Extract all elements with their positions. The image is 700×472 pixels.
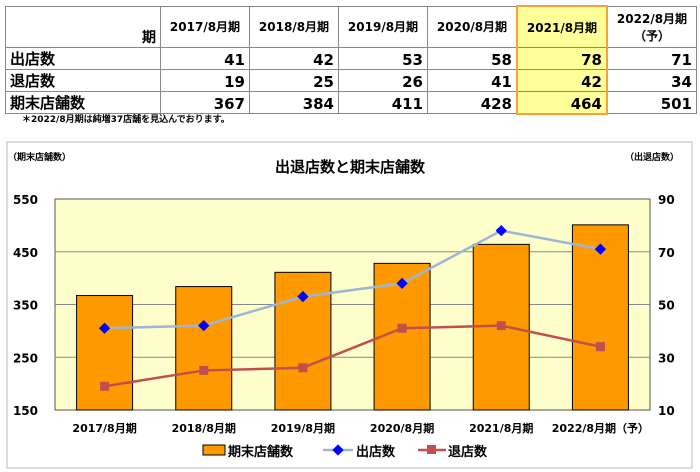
column-header: 2021/8月期 [516, 5, 608, 48]
series-line [104, 324, 601, 388]
legend-label: 期末店舗数 [228, 444, 294, 460]
x-tick-label: 2022/8月期（予） [552, 421, 649, 435]
diamond-marker [396, 277, 408, 290]
y-tick-label: 450 [13, 246, 38, 260]
y-tick-label: 150 [13, 404, 38, 418]
diamond-marker [297, 290, 309, 303]
legend-label: 退店数 [448, 444, 488, 460]
y-axis-label: （期末店舗数） [8, 151, 71, 163]
x-tick-label: 2017/8月期 [72, 421, 136, 435]
table-cell: 34 [606, 69, 697, 92]
legend-square-icon [427, 445, 436, 454]
table-cell: 53 [338, 47, 428, 70]
x-tick-label: 2019/8月期 [271, 421, 335, 435]
diamond-marker [495, 224, 507, 237]
y2-tick-label: 90 [658, 193, 675, 207]
square-marker [199, 365, 209, 375]
square-marker [397, 323, 407, 333]
table-cell: 25 [249, 69, 339, 92]
y2-axis-label: （出退店数） [625, 151, 679, 163]
legend-label: 出店数 [356, 444, 396, 460]
y-tick-label: 350 [13, 299, 38, 313]
square-marker [595, 342, 605, 352]
series-line [104, 229, 601, 330]
y-tick-label: 250 [13, 351, 38, 365]
y2-tick-label: 30 [658, 351, 675, 365]
table-row: 出店数 41 42 53 58 78 71 [5, 47, 697, 70]
x-tick-label: 2020/8月期 [370, 421, 434, 435]
column-header: 2019/8月期 [338, 5, 428, 48]
period-header: 期 [5, 5, 161, 48]
table-cell: 367 [160, 91, 250, 114]
y-tick-label: 550 [13, 193, 38, 207]
table-cell: 384 [249, 91, 339, 114]
x-tick-label: 2021/8月期 [469, 421, 533, 435]
square-marker [496, 321, 506, 331]
bar [175, 286, 233, 411]
legend-diamond-icon [332, 444, 344, 456]
square-marker [298, 363, 308, 373]
x-tick-label: 2018/8月期 [172, 421, 236, 435]
table-cell: 42 [249, 47, 339, 70]
table-cell: 411 [338, 91, 428, 114]
y2-tick-label: 10 [658, 404, 675, 418]
table-cell: 501 [606, 91, 697, 114]
column-header: 2017/8月期 [160, 5, 250, 48]
table-row: 退店数 19 25 26 41 42 34 [5, 69, 697, 92]
footnote: ＊2022/8月期は純増37店舗を見込んでおります。 [22, 115, 230, 125]
row-label: 期末店舗数 [5, 91, 161, 114]
y2-tick-label: 70 [658, 246, 675, 260]
table-cell: 464 [516, 91, 608, 115]
bar [76, 295, 134, 411]
chart-title: 出退店数と期末店舗数 [275, 158, 426, 176]
bar [571, 224, 629, 411]
table-cell: 42 [516, 69, 608, 92]
table-row: 期末店舗数 367 384 411 428 464 501 [5, 91, 697, 115]
square-marker [100, 381, 110, 391]
table-cell: 428 [427, 91, 518, 114]
column-header: 2022/8月期 （予） [606, 5, 697, 48]
diamond-marker [594, 243, 607, 255]
y2-tick-label: 50 [658, 299, 675, 313]
legend-bar-swatch [202, 444, 226, 456]
diamond-marker [198, 319, 210, 332]
store-table: 期 2017/8月期 2018/8月期 2019/8月期 2020/8月期 2021/8月… [5, 5, 697, 115]
